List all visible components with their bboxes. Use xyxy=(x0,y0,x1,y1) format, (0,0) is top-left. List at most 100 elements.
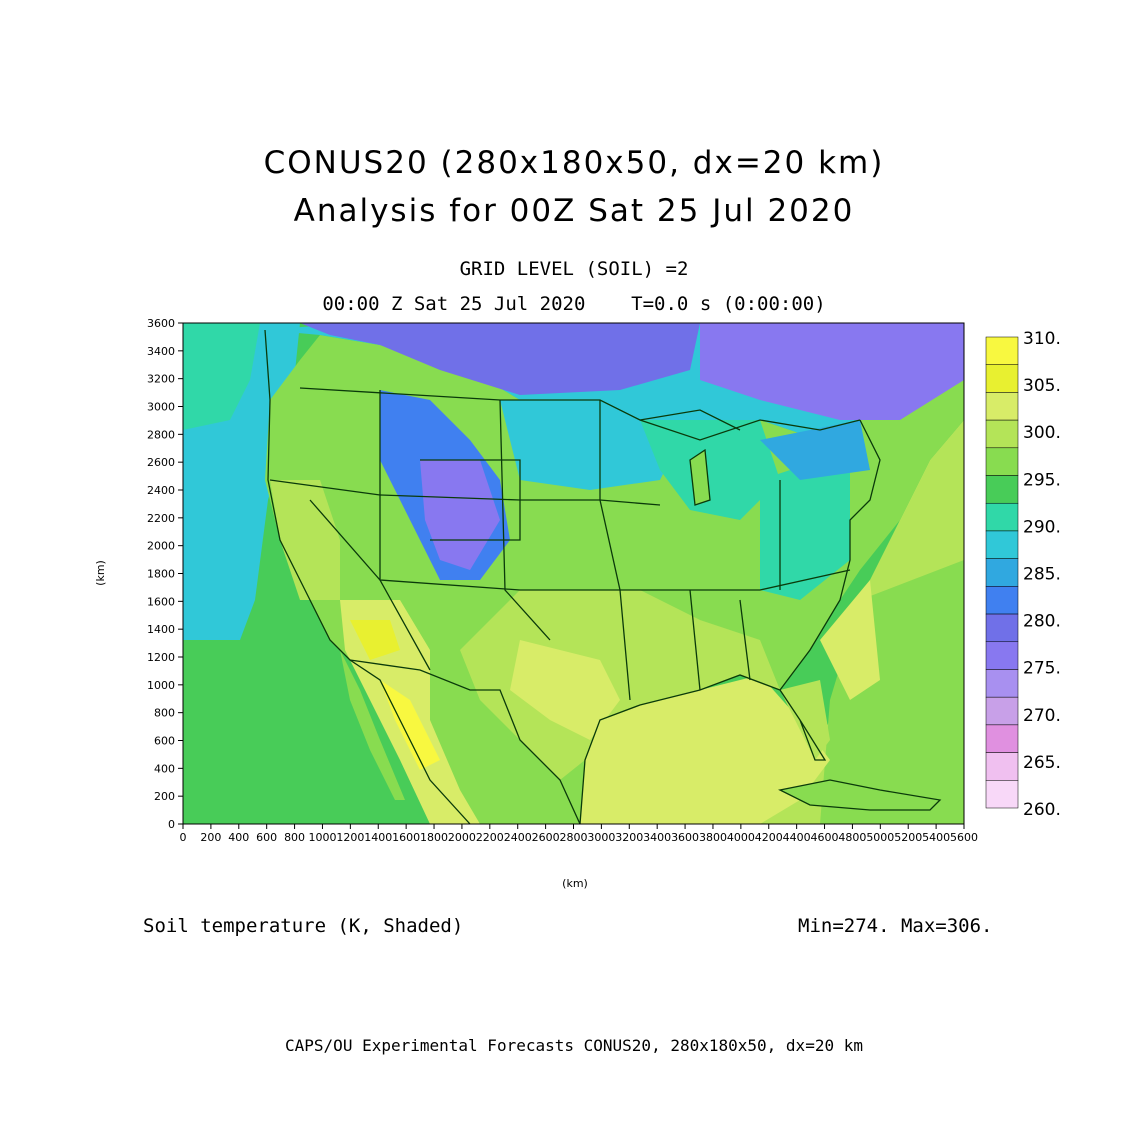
colorbar-swatch xyxy=(985,392,1019,421)
colorbar-label: 310. xyxy=(1023,329,1061,349)
colorbar-swatch xyxy=(985,336,1019,365)
y-tick-label: 200 xyxy=(154,790,175,803)
x-axis-label: (km) xyxy=(562,877,588,890)
y-tick-label: 2600 xyxy=(147,456,175,469)
colorbar-label: 290. xyxy=(1023,517,1061,537)
colorbar-label: 260. xyxy=(1023,800,1061,820)
state-line-7 xyxy=(689,589,701,691)
y-tick-label: 600 xyxy=(154,735,175,748)
north-plains-field xyxy=(500,400,680,490)
x-tick-label: 3000 xyxy=(587,831,615,844)
colorbar-label: 265. xyxy=(1023,753,1061,773)
x-tick-label: 2800 xyxy=(560,831,588,844)
main-title: CONUS20 (280x180x50, dx=20 km) xyxy=(263,145,885,181)
colorbar-swatch xyxy=(985,502,1019,532)
y-tick-label: 3200 xyxy=(147,373,175,386)
lake-michigan-outline xyxy=(689,448,711,506)
cuba-field xyxy=(780,780,940,810)
lake-superior-outline xyxy=(639,409,741,431)
sonora-hot-spot xyxy=(380,680,440,770)
florida-field xyxy=(780,680,830,760)
colorbar-swatch xyxy=(985,641,1019,670)
y-tick-label: 1800 xyxy=(147,568,175,581)
y-tick-label: 3400 xyxy=(147,345,175,358)
colorbar-swatch xyxy=(985,586,1019,615)
cuba-outline xyxy=(778,779,942,811)
y-axis-label: (km) xyxy=(94,560,107,586)
pacific-northwest-water xyxy=(183,323,260,430)
appalachia-field xyxy=(760,450,850,600)
variable-label: Soil temperature (K, Shaded) xyxy=(143,915,464,937)
y-tick-label: 2400 xyxy=(147,484,175,497)
y-tick-label: 400 xyxy=(154,762,175,775)
colorbar-label: 300. xyxy=(1023,423,1061,443)
colorbar-swatch xyxy=(985,669,1019,698)
colorbar-swatch xyxy=(985,419,1019,449)
y-tick-label: 1400 xyxy=(147,623,175,636)
colorbar-swatch xyxy=(985,530,1019,559)
y-tick-label: 3000 xyxy=(147,401,175,414)
south-central-warm xyxy=(460,590,780,780)
new-england-cool xyxy=(760,420,870,480)
colorbar-swatch xyxy=(985,780,1019,809)
x-tick-label: 2400 xyxy=(504,831,532,844)
colorbar-label: 285. xyxy=(1023,565,1061,585)
canada-border xyxy=(299,387,861,441)
y-axis-ticks: 0 200 400 600 800 1000 1200 1400 1600 1800 2000 220… xyxy=(147,317,183,831)
x-tick-label: 400 xyxy=(228,831,249,844)
x-tick-label: 1800 xyxy=(420,831,448,844)
colorbar-swatch xyxy=(985,475,1019,504)
colorbar-label: 275. xyxy=(1023,659,1061,679)
x-tick-label: 2600 xyxy=(532,831,560,844)
y-tick-label: 2200 xyxy=(147,512,175,525)
quebec-cold-field xyxy=(700,323,964,420)
analysis-subtitle: Analysis for 00Z Sat 25 Jul 2020 xyxy=(293,193,855,229)
baja-peninsula-field xyxy=(340,650,405,800)
x-tick-label: 2200 xyxy=(476,831,504,844)
time-label: 00:00 Z Sat 25 Jul 2020 T=0.0 s (0:00:00… xyxy=(322,293,826,315)
x-axis-ticks: 0 200 400 600 800 1000 1200 1400 1600 1800 2000 220… xyxy=(180,824,978,844)
east-gulf-coastline xyxy=(579,419,881,824)
x-tick-label: 1200 xyxy=(336,831,364,844)
state-line-5 xyxy=(599,400,631,701)
gulf-of-mexico-field xyxy=(580,675,830,824)
colorbar-label: 295. xyxy=(1023,470,1061,490)
x-tick-label: 3800 xyxy=(699,831,727,844)
y-tick-label: 1000 xyxy=(147,679,175,692)
colorbar-label: 270. xyxy=(1023,706,1061,726)
mojave-hot-spot xyxy=(350,620,400,660)
x-tick-label: 1400 xyxy=(364,831,392,844)
y-tick-label: 0 xyxy=(168,818,175,831)
gulf-stream-warm xyxy=(820,580,880,700)
boundary-lines xyxy=(264,329,942,824)
colorbar-swatch xyxy=(985,613,1019,643)
colorbar-swatch xyxy=(985,724,1019,753)
colorbar-swatch xyxy=(985,752,1019,781)
x-tick-label: 4200 xyxy=(755,831,783,844)
y-tick-label: 3600 xyxy=(147,317,175,330)
x-tick-label: 3200 xyxy=(615,831,643,844)
state-line-6 xyxy=(420,459,521,541)
footer-label: CAPS/OU Experimental Forecasts CONUS20, … xyxy=(285,1036,863,1055)
x-tick-label: 5200 xyxy=(894,831,922,844)
x-tick-label: 5600 xyxy=(950,831,978,844)
colorbar-swatch xyxy=(985,447,1019,476)
min-max-label: Min=274. Max=306. xyxy=(798,915,993,937)
x-tick-label: 4000 xyxy=(727,831,755,844)
lake-michigan-field xyxy=(690,450,710,505)
shaded-field xyxy=(183,323,964,824)
x-tick-label: 4400 xyxy=(783,831,811,844)
y-tick-label: 1200 xyxy=(147,651,175,664)
x-tick-label: 5400 xyxy=(922,831,950,844)
y-tick-label: 1600 xyxy=(147,595,175,608)
colorbar-swatch xyxy=(985,364,1019,393)
colorbar-swatch xyxy=(985,558,1019,587)
california-warm xyxy=(270,480,340,600)
state-line-3 xyxy=(379,390,431,671)
x-tick-label: 2000 xyxy=(448,831,476,844)
west-coastline xyxy=(264,329,471,824)
colorbar: 310. 305. 300. 295. 290. 285. 280. 275. 270. 265.… xyxy=(985,329,1061,820)
colorbar-label: 305. xyxy=(1023,376,1061,396)
great-lakes-field xyxy=(640,420,780,520)
